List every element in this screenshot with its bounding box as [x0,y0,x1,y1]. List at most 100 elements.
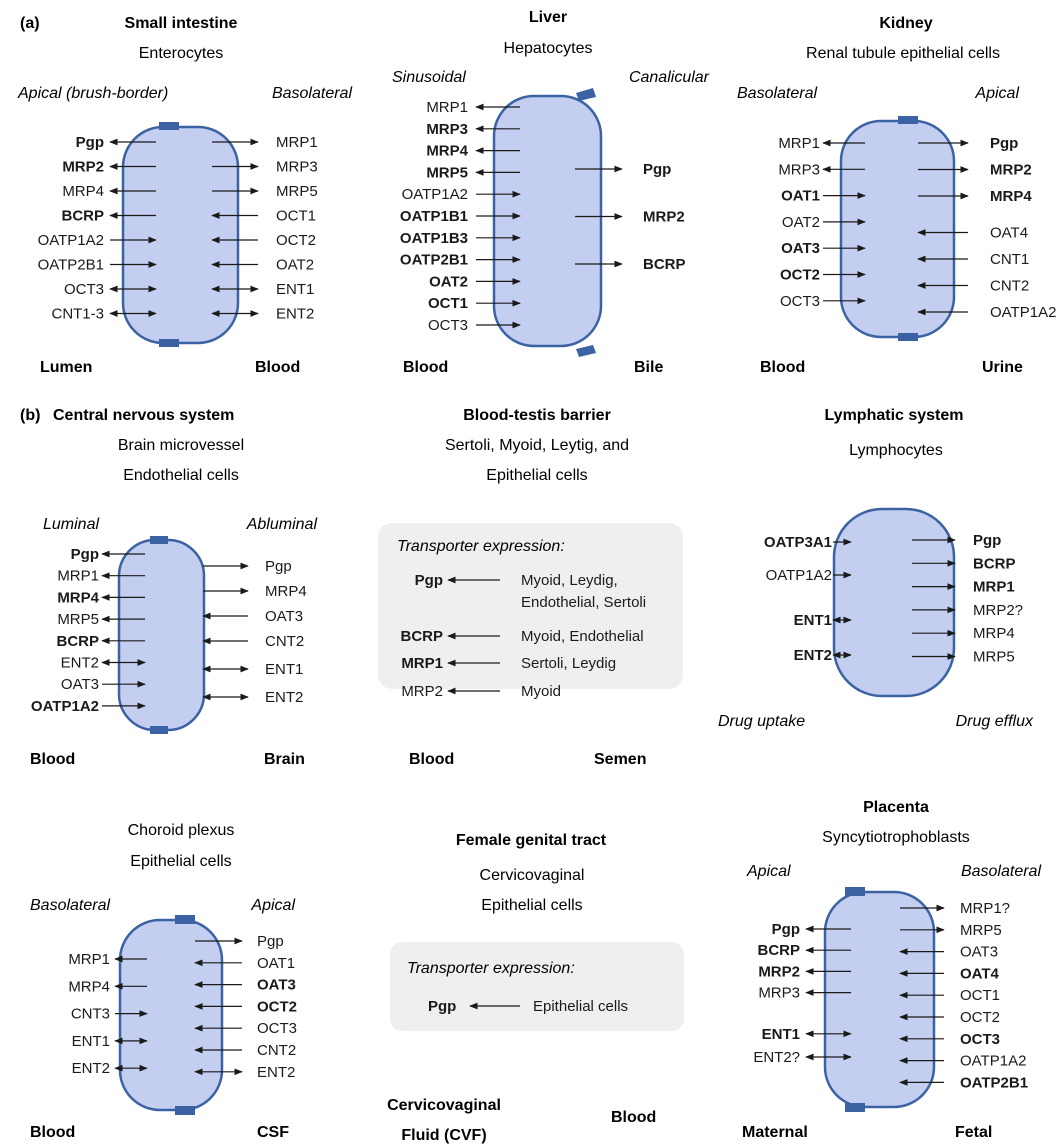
choroid-cell-type-2: Epithelial cells [130,853,231,870]
cns-right-transporter-label: OAT3 [265,608,303,625]
blood-testis-cells-label: Myoid [521,683,561,700]
blood-testis-transporter-label: Pgp [415,572,443,589]
cns-title: Central nervous system [53,407,234,424]
cns-left-location: Blood [30,751,75,768]
choroid-left-location: Blood [30,1124,75,1141]
placenta-left-side: Apical [746,863,791,880]
blood-testis-transporter-label: BCRP [400,628,443,645]
liver-left-transporter-label: OCT1 [428,295,468,312]
placenta-right-transporter-label: OCT1 [960,987,1000,1004]
liver-bottom-junction [576,345,596,357]
placenta-right-transporter-label: OAT3 [960,944,998,961]
cns-right-transporter-label: CNT2 [265,633,304,650]
female-left-location-2: Fluid (CVF) [401,1127,486,1144]
liver-cell [492,94,603,348]
kidney-left-transporter-label: OAT3 [781,240,820,257]
choroid-left-transporter-label: MRP1 [68,951,110,968]
kidney-cell-type: Renal tubule epithelial cells [806,45,1000,62]
lymphatic-right-transporter-label: Pgp [973,532,1001,549]
choroid-right-transporter-label: ENT2 [257,1064,295,1081]
choroid-section: Choroid plexus Epithelial cells Basolate… [30,822,297,1141]
small-intestine-right-transporter-label: OCT1 [276,208,316,225]
blood-testis-transporter-label: MRP2 [401,683,443,700]
panel-b-label: (b) [20,407,40,424]
lymphatic-cell-type: Lymphocytes [849,442,943,459]
cns-right-location: Brain [264,751,305,768]
choroid-right-transporter-label: OCT2 [257,998,297,1015]
kidney-right-transporter-label: OAT4 [990,225,1028,242]
choroid-right-transporter-label: OAT1 [257,955,295,972]
kidney-right-side: Apical [974,85,1019,102]
cns-right-transporter-label: ENT2 [265,689,303,706]
liver-left-transporter-label: OATP1B1 [400,208,468,225]
liver-left-location: Blood [403,359,448,376]
kidney-right-transporter-label: OATP1A2 [990,304,1056,321]
liver-cell-type: Hepatocytes [504,40,593,57]
choroid-right-transporter-label: CNT2 [257,1042,296,1059]
female-expression-box [390,942,684,1031]
female-cell-type-2: Epithelial cells [481,897,582,914]
choroid-cell-type-1: Choroid plexus [128,822,235,839]
placenta-bottom-junction [845,1103,865,1112]
blood-testis-cell-type-1: Sertoli, Myoid, Leytig, and [445,437,629,454]
kidney-cell [839,119,956,339]
choroid-cell [118,918,224,1112]
cns-cell-type-1: Brain microvessel [118,437,244,454]
liver-top-junction [576,88,596,101]
female-right-location: Blood [611,1109,656,1126]
placenta-title: Placenta [863,799,929,816]
placenta-left-transporter-label: Pgp [772,921,800,938]
choroid-top-junction [175,915,195,924]
cns-cell-type-2: Endothelial cells [123,467,239,484]
cns-left-transporter-label: MRP1 [57,568,99,585]
lymphatic-right-transporter-label: MRP1 [973,579,1015,596]
small-intestine-right-side: Basolateral [272,85,352,102]
placenta-cell [823,890,936,1109]
placenta-top-junction [845,887,865,896]
cns-right-transporter-label: MRP4 [265,583,307,600]
kidney-right-transporter-label: CNT1 [990,251,1029,268]
cns-left-transporter-label: OAT3 [61,676,99,693]
kidney-right-location: Urine [982,359,1023,376]
small-intestine-right-transporter-label: ENT2 [276,306,314,323]
blood-testis-right-location: Semen [594,751,646,768]
small-intestine-right-location: Blood [255,359,300,376]
small-intestine-left-transporter-label: OATP1A2 [38,232,104,249]
kidney-bottom-junction [898,333,918,341]
female-title: Female genital tract [456,832,607,849]
choroid-right-transporter-label: OAT3 [257,977,296,994]
choroid-left-transporter-label: ENT2 [72,1060,110,1077]
lymphatic-left-transporter-label: ENT2 [794,647,832,664]
liver-section: Liver Hepatocytes Sinusoidal Canalicular… [392,9,710,376]
small-intestine-left-transporter-label: MRP2 [62,159,104,176]
lymphatic-right-transporter-label: BCRP [973,555,1016,572]
female-cells: Epithelial cells [533,998,628,1015]
lymphatic-left-transporter-label: ENT1 [794,612,832,629]
kidney-right-transporter-label: MRP4 [990,188,1032,205]
choroid-right-side: Apical [250,897,295,914]
blood-testis-section: Blood-testis barrier Sertoli, Myoid, Ley… [378,407,683,768]
lymphatic-left-caption: Drug uptake [718,713,805,730]
kidney-left-location: Blood [760,359,805,376]
blood-testis-cells-label-2: Endothelial, Sertoli [521,594,646,611]
kidney-right-transporter-label: Pgp [990,135,1018,152]
liver-left-transporter-label: MRP1 [426,99,468,116]
cns-left-transporter-label: MRP5 [57,611,99,628]
cns-bottom-junction [150,726,168,734]
small-intestine-cell [121,125,240,345]
placenta-right-transporter-label: MRP1? [960,900,1010,917]
liver-title: Liver [529,9,567,26]
liver-left-transporter-label: OATP1B3 [400,230,468,247]
female-box-heading: Transporter expression: [407,960,575,977]
small-intestine-left-transporter-label: BCRP [61,208,104,225]
liver-left-transporter-label: OCT3 [428,317,468,334]
kidney-left-transporter-label: MRP1 [778,135,820,152]
lymphatic-right-caption: Drug efflux [956,713,1034,730]
lymphatic-right-transporter-label: MRP5 [973,649,1015,666]
cns-section: Central nervous system Brain microvessel… [30,407,317,768]
kidney-left-transporter-label: OAT2 [782,214,820,231]
blood-testis-cells-label: Sertoli, Leydig [521,655,616,672]
small-intestine-right-transporter-label: OCT2 [276,232,316,249]
liver-right-transporter-label: Pgp [643,161,671,178]
